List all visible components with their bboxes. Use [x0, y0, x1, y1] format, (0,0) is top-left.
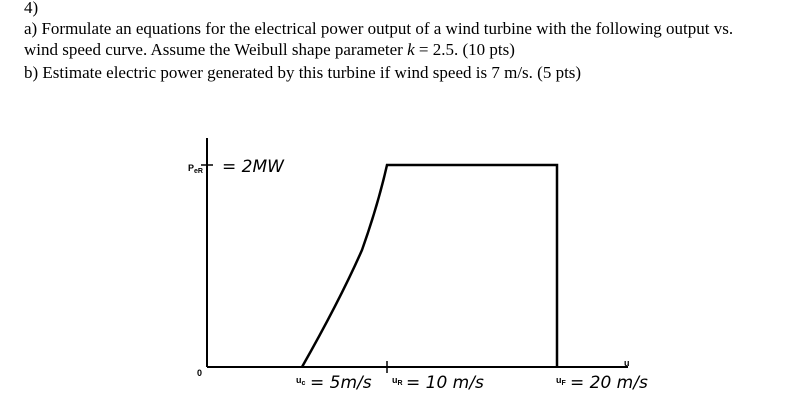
cut-out-label: uF	[556, 375, 567, 387]
question-number: 4)	[24, 0, 39, 17]
x-label: u	[624, 358, 630, 368]
subscript: c	[302, 380, 306, 387]
subscript: R	[398, 380, 403, 387]
part-a-line: wind speed curve. Assume the Weibull sha…	[24, 40, 515, 60]
text: wind speed curve. Assume the Weibull sha…	[24, 40, 408, 59]
subscript: F	[562, 380, 567, 387]
rated-label: uR	[392, 375, 403, 387]
origin-label: 0	[197, 368, 202, 378]
rated-note: = 10 m/s	[406, 373, 484, 393]
symbol: u	[392, 375, 398, 385]
symbol: u	[296, 375, 302, 385]
power-curve	[300, 163, 559, 368]
cut-out-note: = 20 m/s	[570, 373, 648, 393]
part-b-line: b) Estimate electric power generated by …	[24, 63, 582, 82]
symbol: u	[556, 375, 562, 385]
part-a-line: a) Formulate an equations for the electr…	[24, 19, 734, 38]
cut-in-label: uc	[296, 375, 306, 387]
subscript: eR	[194, 168, 203, 175]
cut-in-note: = 5m/s	[310, 373, 372, 393]
symbol: P	[188, 163, 194, 173]
y-label: PeR	[188, 163, 203, 175]
text: = 2.5. (10 pts)	[414, 40, 515, 59]
variable: k	[407, 40, 415, 59]
rated-power-note: = 2MW	[222, 157, 285, 177]
